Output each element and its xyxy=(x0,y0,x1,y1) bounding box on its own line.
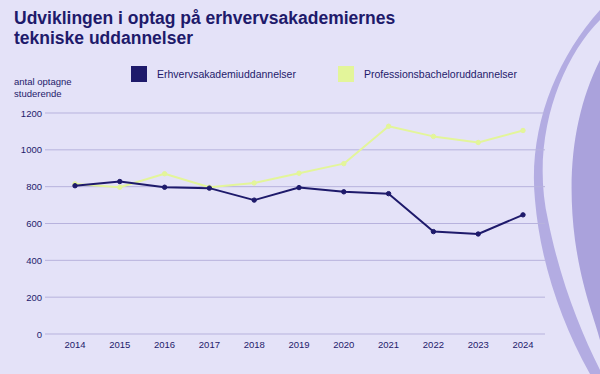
title: Udviklingen i optag på erhvervsakademier… xyxy=(14,8,444,48)
y-tick-label: 1200 xyxy=(21,108,42,119)
x-tick-label: 2024 xyxy=(512,339,533,350)
point xyxy=(207,186,211,190)
x-tick-label: 2020 xyxy=(333,339,354,350)
y-axis-label: antal optagne studerende xyxy=(14,76,94,100)
decoration xyxy=(534,10,600,374)
y-tick-label: 400 xyxy=(26,255,42,266)
point xyxy=(207,185,211,189)
x-tick-label: 2023 xyxy=(468,339,489,350)
point xyxy=(118,179,122,183)
plot-area xyxy=(73,124,525,236)
point xyxy=(386,124,390,128)
x-tick-label: 2018 xyxy=(244,339,265,350)
legend-label: Professionsbacheloruddannelser xyxy=(364,68,517,80)
x-tick-label: 2015 xyxy=(109,339,130,350)
x-tick-label: 2022 xyxy=(423,339,444,350)
point xyxy=(162,185,166,189)
grid-line xyxy=(45,223,545,224)
point xyxy=(118,185,122,189)
y-tick-label: 0 xyxy=(37,329,42,340)
point xyxy=(431,134,435,138)
point xyxy=(252,198,256,202)
y-tick-label: 600 xyxy=(26,218,42,229)
point xyxy=(342,190,346,194)
series-line xyxy=(75,126,523,187)
point xyxy=(521,213,525,217)
point xyxy=(252,181,256,185)
point xyxy=(297,185,301,189)
point xyxy=(73,184,77,188)
point xyxy=(521,128,525,132)
x-tick-label: 2021 xyxy=(378,339,399,350)
legend-swatch xyxy=(338,66,354,82)
point xyxy=(431,229,435,233)
x-tick-label: 2019 xyxy=(288,339,309,350)
x-tick-label: 2017 xyxy=(199,339,220,350)
legend-label: Erhvervsakademiuddannelser xyxy=(157,68,296,80)
chart: 0 200 400 600 800 1000 1200 2014 2015 2016 2017 201… xyxy=(0,0,600,374)
y-tick-label: 800 xyxy=(26,181,42,192)
grid-line xyxy=(45,149,545,150)
legend-swatch xyxy=(131,66,147,82)
point xyxy=(297,171,301,175)
grid-line xyxy=(45,260,545,261)
point xyxy=(386,191,390,195)
grid-line xyxy=(45,113,545,114)
x-tick-label: 2014 xyxy=(64,339,85,350)
series-line xyxy=(75,182,523,234)
grid-line xyxy=(45,297,545,298)
point xyxy=(162,172,166,176)
y-tick-label: 200 xyxy=(26,292,42,303)
y-tick-label: 1000 xyxy=(21,144,42,155)
point xyxy=(476,140,480,144)
point xyxy=(342,161,346,165)
decoration xyxy=(572,60,600,340)
grid-line xyxy=(45,334,545,335)
x-tick-label: 2016 xyxy=(154,339,175,350)
point xyxy=(476,232,480,236)
